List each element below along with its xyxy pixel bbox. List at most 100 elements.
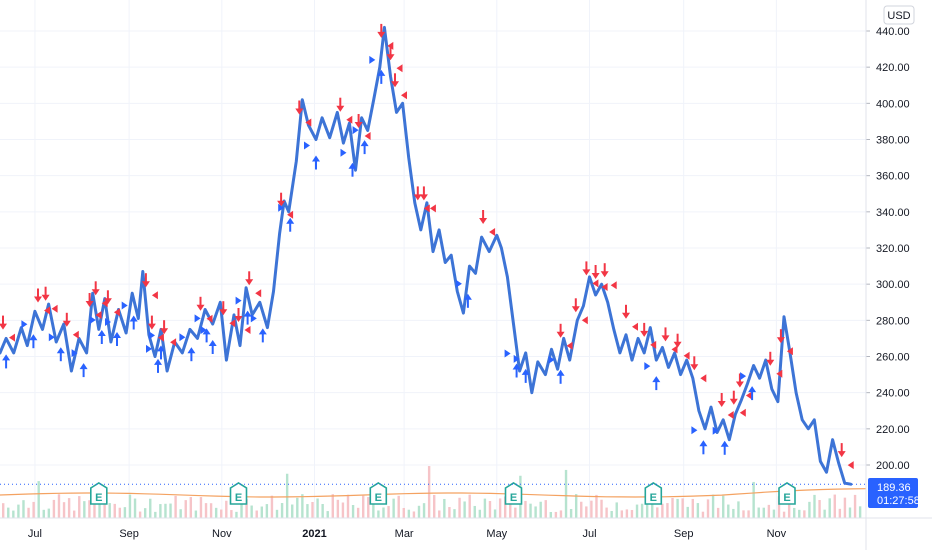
buy-flag: [179, 333, 185, 341]
volume-bar: [707, 499, 709, 518]
volume-bar: [58, 494, 60, 518]
buy-arrow: [644, 362, 660, 390]
volume-bar: [443, 499, 445, 518]
volume-bar: [271, 496, 273, 518]
volume-bar: [48, 509, 50, 518]
volume-bar: [215, 508, 217, 518]
volume-bar: [717, 508, 719, 518]
volume-bar: [818, 500, 820, 518]
volume-bar: [534, 506, 536, 518]
sell-arrow-head: [662, 335, 670, 341]
volume-bar: [798, 510, 800, 518]
volume-bar: [306, 504, 308, 518]
sell-arrow-head: [736, 382, 744, 388]
volume-bar: [539, 502, 541, 518]
volume-bar: [829, 498, 831, 518]
volume-bar: [291, 505, 293, 518]
volume-bar: [636, 505, 638, 518]
volume-bar: [2, 503, 4, 518]
price-line: [0, 27, 851, 484]
volume-bar: [43, 510, 45, 518]
volume-bar: [205, 503, 207, 518]
volume-bar: [671, 498, 673, 518]
buy-flag: [251, 314, 257, 322]
volume-bar: [276, 510, 278, 518]
sell-arrow-head: [197, 305, 205, 311]
sell-arrow-head: [557, 332, 565, 338]
volume-bar: [849, 508, 851, 518]
earnings-badge-label: E: [95, 492, 102, 504]
volume-bar: [83, 501, 85, 518]
earnings-badge-label: E: [375, 492, 382, 504]
volume-bar: [585, 506, 587, 518]
volume-bar: [367, 497, 369, 518]
volume-bar: [813, 495, 815, 518]
sell-flag: [430, 204, 436, 212]
y-tick-label: 240.00: [876, 388, 910, 400]
volume-bar: [266, 504, 268, 518]
volume-bar: [129, 495, 131, 518]
sell-arrow-head: [592, 273, 600, 279]
y-tick-label: 440.00: [876, 26, 910, 38]
buy-arrow-head: [699, 440, 707, 446]
volume-bar: [225, 501, 227, 518]
earnings-badge: E: [645, 483, 661, 504]
volume-bar: [78, 496, 80, 518]
y-tick-label: 260.00: [876, 352, 910, 364]
volume-bar: [347, 495, 349, 518]
volume-bar: [403, 508, 405, 518]
volume-bar: [474, 506, 476, 518]
sell-arrow-head: [572, 306, 580, 312]
volume-bar: [651, 504, 653, 518]
buy-flag: [21, 320, 27, 328]
volume-bar: [311, 502, 313, 518]
sell-arrow: [718, 393, 734, 419]
volume-bar: [7, 508, 9, 518]
buy-flag: [122, 302, 128, 310]
volume-bar: [27, 508, 29, 518]
sell-flag: [365, 132, 371, 140]
volume-bar: [793, 508, 795, 518]
volume-bar: [108, 503, 110, 518]
buy-flag: [195, 314, 201, 322]
volume-bar: [737, 501, 739, 518]
x-tick-label: Sep: [674, 528, 694, 540]
volume-bar: [17, 505, 19, 518]
volume-bar: [605, 508, 607, 518]
x-tick-label: Sep: [119, 528, 139, 540]
volume-bar: [114, 504, 116, 518]
buy-arrow-head: [209, 340, 217, 346]
y-tick-label: 200.00: [876, 460, 910, 472]
signal-markers: [0, 24, 854, 469]
volume-bar: [164, 504, 166, 518]
x-tick-label: 2021: [302, 528, 326, 540]
volume-bar: [119, 508, 121, 518]
buy-arrow-head: [557, 370, 565, 376]
volume-bar: [250, 506, 252, 518]
sell-flag: [740, 409, 746, 417]
volume-bar: [438, 510, 440, 518]
y-tick-label: 360.00: [876, 171, 910, 183]
volume-bar: [93, 504, 95, 518]
volume-bar: [550, 512, 552, 518]
volume-bar: [428, 466, 430, 518]
sell-arrow-head: [622, 313, 630, 319]
volume-bar: [697, 503, 699, 518]
volume-bar: [144, 508, 146, 518]
buy-arrow-head: [721, 441, 729, 447]
volume-bar: [352, 505, 354, 518]
volume-bar: [687, 507, 689, 518]
volume-bar: [854, 495, 856, 518]
sell-flag: [73, 331, 79, 339]
sell-arrow-head: [336, 106, 344, 112]
volume-bar: [712, 495, 714, 518]
volume-bar: [230, 510, 232, 518]
last-price-value: 189.36: [877, 482, 911, 494]
volume-bar: [337, 500, 339, 518]
buy-flag: [644, 362, 650, 370]
volume-bar: [423, 503, 425, 518]
sell-arrow-head: [838, 451, 846, 457]
